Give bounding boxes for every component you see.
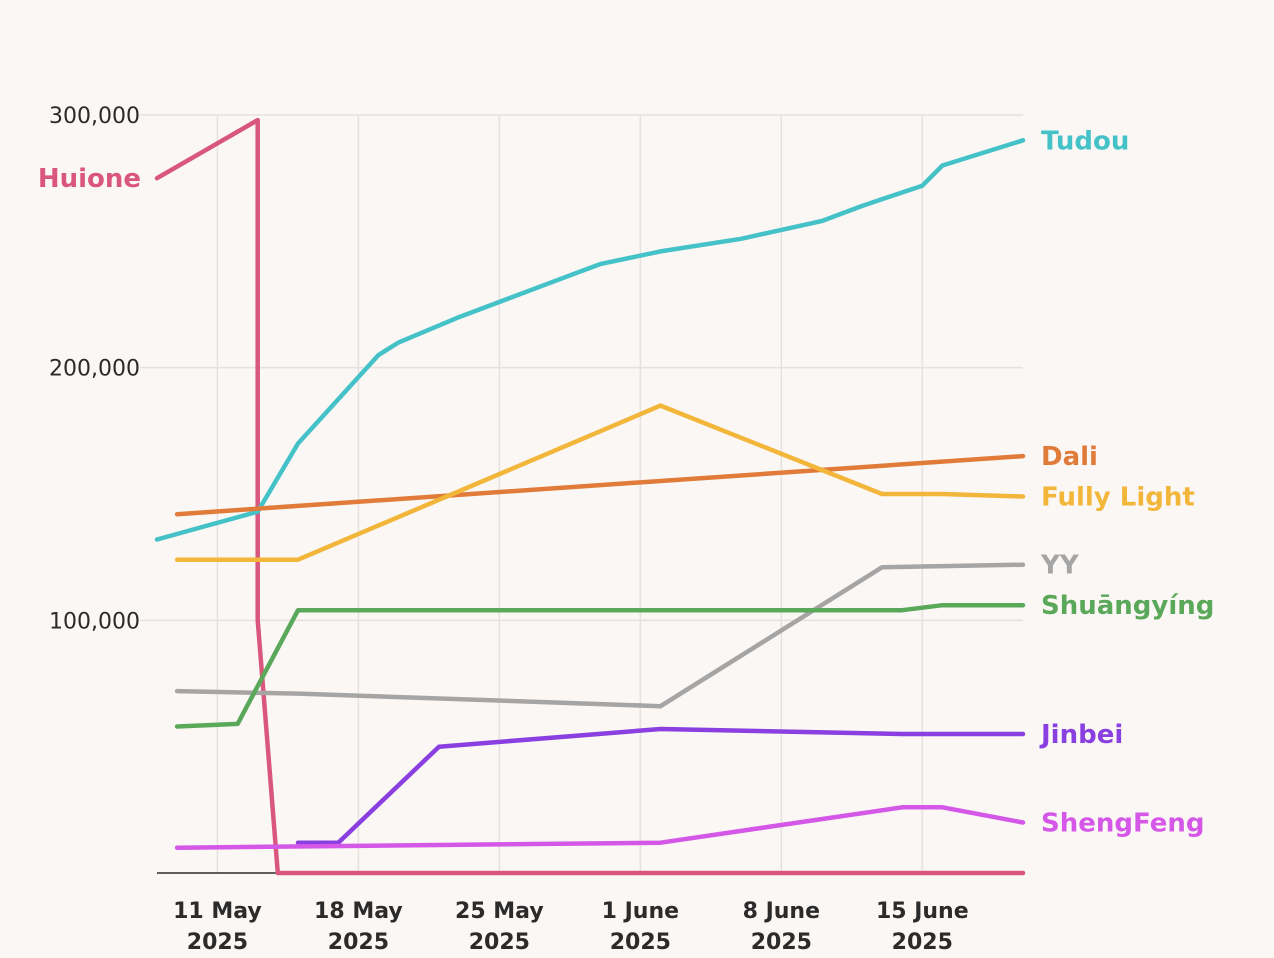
series-label: Huione [38, 164, 141, 194]
x-tick-label: 18 May [314, 899, 403, 924]
series-line-yy [174, 562, 1026, 709]
series-label: Shuāngyíng [1041, 591, 1214, 621]
series-label: Fully Light [1041, 483, 1195, 513]
series-line-huione [154, 117, 1026, 876]
series-label: Tudou [1041, 126, 1129, 156]
series-label: ShengFeng [1041, 808, 1204, 838]
series-line-tudou [154, 138, 1026, 542]
series-label: Dali [1041, 442, 1098, 472]
x-tick-year: 2025 [187, 930, 248, 955]
x-tick-year: 2025 [328, 930, 389, 955]
y-tick-label: 100,000 [49, 609, 140, 634]
series-labels: Huione Tudou Dali Fully Light YY Shuāngyíng Ji… [38, 126, 1215, 838]
x-tick-label: 8 June [743, 899, 820, 924]
x-tick-label: 15 June [876, 899, 969, 924]
series-label: Jinbei [1039, 720, 1123, 750]
x-tick-label: 25 May [455, 899, 544, 924]
series-line-fully-light [174, 403, 1026, 562]
series-line-dali [174, 453, 1026, 517]
series-lines [154, 117, 1026, 876]
y-tick-label: 200,000 [49, 357, 140, 382]
axis-ticks: 100,000 200,000 300,000 11 May 2025 18 May 202… [49, 104, 969, 955]
x-tick-year: 2025 [610, 930, 671, 955]
x-tick-label: 11 May [173, 899, 262, 924]
series-line-shengfeng [174, 805, 1026, 850]
series-line-shu-ngy-ng [174, 602, 1026, 729]
x-tick-year: 2025 [892, 930, 953, 955]
y-tick-label: 300,000 [49, 104, 140, 129]
x-tick-label: 1 June [602, 899, 679, 924]
x-tick-year: 2025 [751, 930, 812, 955]
x-tick-year: 2025 [469, 930, 530, 955]
series-line-jinbei [295, 726, 1026, 845]
series-label: YY [1040, 551, 1080, 581]
